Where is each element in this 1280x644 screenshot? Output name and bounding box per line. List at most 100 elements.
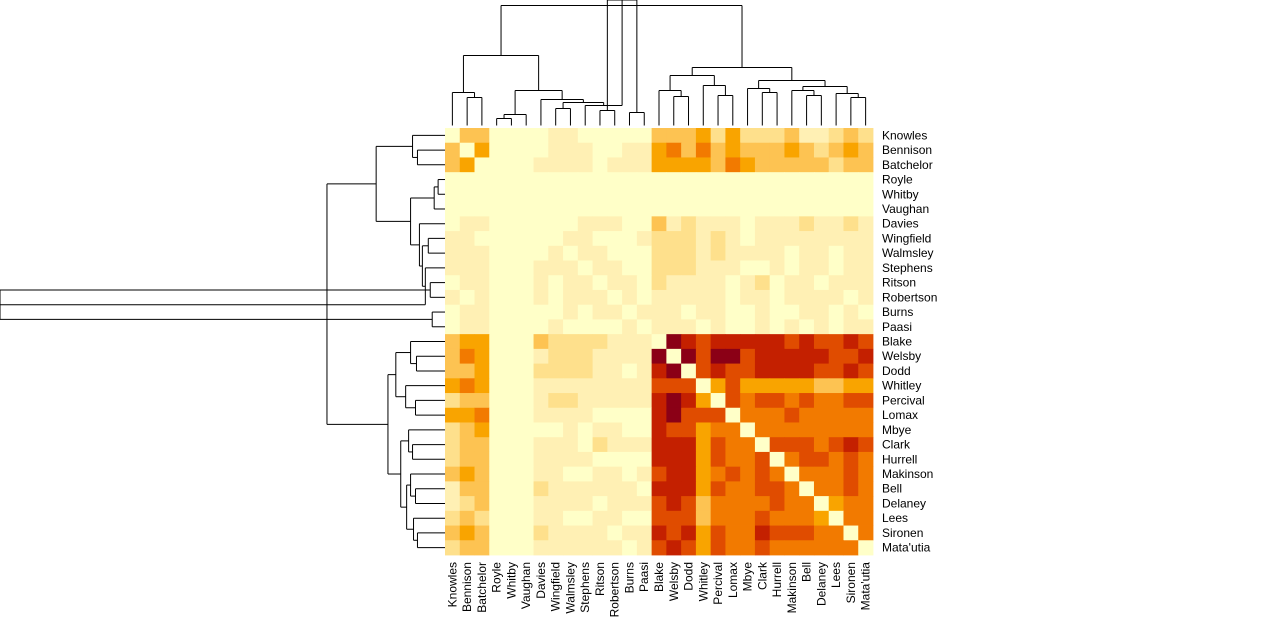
heatmap-cell <box>740 407 756 423</box>
heatmap-cell <box>710 275 726 291</box>
heatmap-cell <box>695 525 712 541</box>
heatmap-cell <box>533 393 549 409</box>
heatmap-cell <box>710 289 726 306</box>
heatmap-cell <box>563 363 579 379</box>
heatmap-cell <box>489 422 505 438</box>
heatmap-cell <box>577 275 593 291</box>
heatmap-cell <box>769 437 785 453</box>
heatmap-cell <box>695 363 712 379</box>
heatmap-cell <box>725 142 741 158</box>
heatmap-cell <box>459 216 475 232</box>
heatmap-cell <box>681 525 697 541</box>
heatmap-cell <box>813 304 830 320</box>
heatmap-cell <box>474 407 490 423</box>
heatmap-cell <box>695 496 712 512</box>
heatmap-cell <box>710 466 726 482</box>
heatmap-cell <box>681 540 697 556</box>
heatmap-cell <box>769 363 785 379</box>
heatmap-cell <box>577 245 593 261</box>
heatmap-cell <box>681 245 697 261</box>
heatmap-cell <box>474 201 490 217</box>
heatmap-cell <box>828 304 844 320</box>
heatmap-cell <box>489 540 505 556</box>
heatmap-cell <box>828 481 844 497</box>
heatmap-cell <box>666 481 682 497</box>
row-label: Whitley <box>882 379 921 393</box>
heatmap-cell <box>651 157 667 173</box>
heatmap-cell <box>725 481 741 497</box>
heatmap-cell <box>725 510 741 526</box>
heatmap-cell <box>577 466 593 482</box>
heatmap-cell <box>636 422 653 438</box>
heatmap-cell <box>799 142 815 158</box>
heatmap-cell <box>769 231 785 247</box>
heatmap-cell <box>740 128 756 144</box>
heatmap-cell <box>754 540 771 556</box>
heatmap-cell <box>533 407 549 423</box>
heatmap-cell <box>666 231 682 247</box>
heatmap-cell <box>813 363 830 379</box>
column-label: Royle <box>490 562 504 593</box>
heatmap-cell <box>784 422 800 438</box>
heatmap-cell <box>799 231 815 247</box>
heatmap-cell <box>769 128 785 144</box>
heatmap-cell <box>548 407 564 423</box>
heatmap-cell <box>474 510 490 526</box>
heatmap-cell <box>607 525 623 541</box>
heatmap-cell <box>607 128 623 144</box>
heatmap-cell <box>695 466 712 482</box>
heatmap-cell <box>754 275 771 291</box>
heatmap-cell <box>518 245 534 261</box>
heatmap-cell <box>518 186 534 203</box>
heatmap-cell <box>769 451 785 468</box>
row-label: Percival <box>882 393 925 407</box>
heatmap-cell <box>784 496 800 512</box>
heatmap-cell <box>622 186 638 203</box>
heatmap-cell <box>636 319 653 335</box>
heatmap-cell <box>813 172 830 188</box>
heatmap-cell <box>548 289 564 306</box>
heatmap-cell <box>459 466 475 482</box>
heatmap-cell <box>666 466 682 482</box>
column-label: Sironen <box>844 562 858 603</box>
heatmap-cell <box>533 231 549 247</box>
heatmap-cell <box>563 481 579 497</box>
column-label: Dodd <box>682 562 696 591</box>
heatmap-cell <box>504 216 520 232</box>
heatmap-cell <box>577 363 593 379</box>
heatmap-cell <box>754 496 771 512</box>
heatmap-cell <box>577 510 593 526</box>
heatmap-cell <box>725 201 741 217</box>
heatmap-cell <box>799 466 815 482</box>
heatmap-cell <box>813 451 830 468</box>
heatmap-cell <box>548 304 564 320</box>
heatmap-cell <box>577 319 593 335</box>
column-label: Mata'utia <box>859 562 873 611</box>
heatmap-cell <box>548 319 564 335</box>
heatmap-cell <box>607 407 623 423</box>
heatmap-cell <box>828 275 844 291</box>
heatmap-cell <box>459 540 475 556</box>
heatmap-cell <box>813 510 830 526</box>
heatmap-cell <box>577 157 593 173</box>
heatmap-cell <box>695 393 712 409</box>
heatmap-cell <box>769 142 785 158</box>
heatmap-cell <box>681 363 697 379</box>
heatmap-cell <box>858 481 874 497</box>
row-label: Paasi <box>882 320 912 334</box>
column-label: Whitley <box>696 562 710 601</box>
heatmap-cell <box>858 334 874 350</box>
heatmap-cell <box>445 510 461 526</box>
heatmap-cell <box>445 466 461 482</box>
heatmap-cell <box>474 496 490 512</box>
heatmap-cell <box>710 378 726 394</box>
heatmap-cell <box>592 437 608 453</box>
heatmap-cell <box>725 348 741 364</box>
heatmap-cell <box>607 172 623 188</box>
row-label: Hurrell <box>882 452 917 466</box>
heatmap-cell <box>445 422 461 438</box>
heatmap-cell <box>533 510 549 526</box>
heatmap-cell <box>754 319 771 335</box>
heatmap-cell <box>681 128 697 144</box>
heatmap-cell <box>695 216 712 232</box>
